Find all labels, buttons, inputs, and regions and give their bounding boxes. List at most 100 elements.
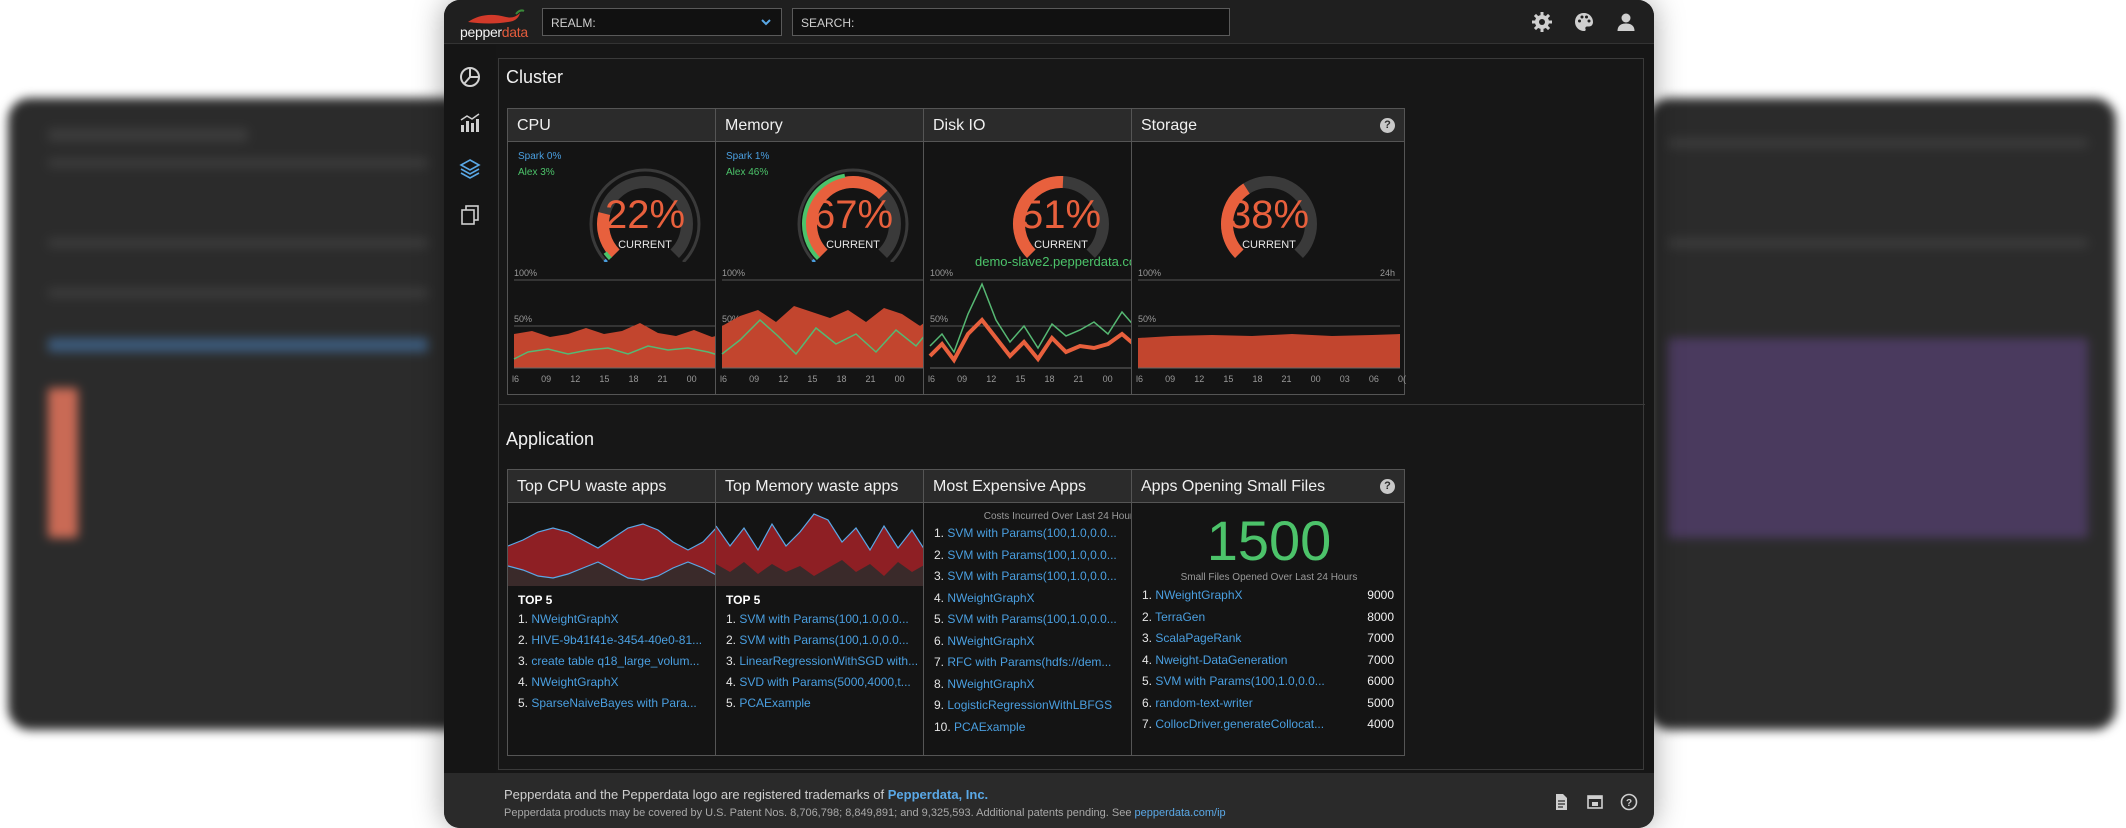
- list-item-link[interactable]: NWeightGraphX: [531, 675, 619, 689]
- x-tick-label: 15: [1015, 374, 1025, 384]
- x-tick-label: 09: [957, 374, 967, 384]
- gear-icon[interactable]: [1530, 10, 1554, 34]
- list-item-rank: 2.: [518, 633, 532, 647]
- cpu-y50: 50%: [514, 314, 532, 324]
- list-item-value: 8000: [1367, 609, 1394, 624]
- list-item-link[interactable]: LinearRegressionWithSGD with...: [739, 654, 919, 668]
- list-item-link[interactable]: HIVE-9b41f41e-3454-40e0-81...: [531, 633, 703, 647]
- memory-spark-legend: Spark 1%: [726, 151, 770, 162]
- list-item-link[interactable]: PCAExample: [954, 719, 1026, 734]
- list-item-link[interactable]: NWeightGraphX: [947, 633, 1035, 648]
- cpu-spark-legend: Spark 0%: [518, 151, 562, 162]
- x-tick-label: 03: [1340, 374, 1350, 384]
- list-item[interactable]: 4. Nweight-DataGeneration 7000: [1142, 653, 1394, 675]
- list-item-link[interactable]: SVM with Params(100,1.0,0.0...: [947, 569, 1117, 583]
- list-item-link[interactable]: create table q18_large_volum...: [531, 654, 700, 668]
- list-item-rank: 4.: [518, 675, 532, 689]
- list-item-value: 4000: [1367, 717, 1394, 731]
- search-label: SEARCH:: [801, 16, 855, 30]
- diskio-host-label: demo-slave2.pepperdata.com: [975, 254, 1147, 269]
- help-icon[interactable]: ?: [1380, 479, 1395, 494]
- list-item[interactable]: 7. CollocDriver.generateCollocat... 4000: [1142, 717, 1394, 739]
- memory-value: 67%: [812, 193, 894, 237]
- footer: Pepperdata and the Pepperdata logo are r…: [444, 773, 1654, 828]
- cpu-title: CPU: [517, 117, 551, 134]
- company-link[interactable]: Pepperdata, Inc.: [887, 787, 989, 802]
- list-item-rank: 8.: [934, 676, 948, 691]
- list-item[interactable]: 5. SVM with Params(100,1.0,0.0... 6000: [1142, 674, 1394, 696]
- realm-select[interactable]: REALM:: [542, 8, 782, 36]
- x-tick-label: 12: [1194, 374, 1204, 384]
- gauge-spark-arc: [811, 258, 816, 262]
- list-item-rank: 6.: [934, 633, 948, 648]
- help-circle-icon[interactable]: ?: [1620, 793, 1638, 811]
- copy-icon[interactable]: [458, 203, 482, 227]
- cpu-current-label: CURRENT: [618, 239, 672, 251]
- x-tick-label: 0(: [1398, 374, 1406, 384]
- list-item[interactable]: 3. ScalaPageRank 7000: [1142, 631, 1394, 653]
- list-item-link[interactable]: SVM with Params(100,1.0,0.0...: [739, 633, 909, 647]
- gauge-spark-arc: [603, 258, 608, 262]
- diskio-value: 51%: [1020, 193, 1102, 237]
- list-item-rank: 1.: [934, 526, 948, 540]
- background-window-right: [1648, 98, 2116, 730]
- list-item-link[interactable]: RFC with Params(hdfs://dem...: [947, 655, 1112, 669]
- list-item-link[interactable]: CollocDriver.generateCollocat...: [1155, 717, 1325, 731]
- storage-panel: Storage? 38% CURRENT 100% 24h 50% l6 09 12…: [1131, 108, 1406, 395]
- list-item-link[interactable]: SVM with Params(100,1.0,0.0...: [739, 612, 909, 626]
- list-item-link[interactable]: SVM with Params(100,1.0,0.0...: [947, 612, 1117, 626]
- pepperdata-logo[interactable]: pepperdata: [460, 9, 530, 40]
- list-item-link[interactable]: LogisticRegressionWithLBFGS: [947, 698, 1113, 712]
- x-tick-label: 21: [658, 374, 668, 384]
- memory-title: Memory: [725, 117, 783, 134]
- list-item[interactable]: 1. NWeightGraphX 9000: [1142, 588, 1394, 610]
- list-item-rank: 1.: [1142, 588, 1156, 602]
- expensive-apps-subtitle: Costs Incurred Over Last 24 Hours: [983, 511, 1139, 522]
- x-tick-label: 00: [1103, 374, 1113, 384]
- list-item-link[interactable]: random-text-writer: [1155, 695, 1253, 710]
- diskio-y50: 50%: [930, 314, 948, 324]
- list-item-rank: 1.: [726, 612, 740, 626]
- layers-icon[interactable]: [458, 157, 482, 181]
- bar-chart-icon[interactable]: [458, 111, 482, 135]
- list-item-link[interactable]: SVM with Params(100,1.0,0.0...: [947, 526, 1117, 540]
- list-item-link[interactable]: PCAExample: [739, 696, 811, 710]
- list-item-link[interactable]: NWeightGraphX: [1155, 588, 1243, 602]
- list-item-rank: 5.: [518, 696, 532, 710]
- list-item-value: 7000: [1367, 631, 1394, 645]
- palette-icon[interactable]: [1572, 10, 1596, 34]
- x-tick-label: 00: [1311, 374, 1321, 384]
- x-tick-label: l6: [720, 374, 727, 384]
- document-icon[interactable]: [1552, 793, 1570, 811]
- list-item-link[interactable]: SVD with Params(5000,4000,t...: [739, 675, 911, 689]
- user-icon[interactable]: [1614, 10, 1638, 34]
- window-icon[interactable]: [1586, 793, 1604, 811]
- list-item-rank: 2.: [934, 547, 948, 562]
- storage-y50: 50%: [1138, 314, 1156, 324]
- cpu-waste-title: Top CPU waste apps: [517, 478, 667, 495]
- list-item-link[interactable]: SparseNaiveBayes with Para...: [531, 696, 697, 710]
- x-tick-label: 15: [599, 374, 609, 384]
- pie-chart-icon[interactable]: [458, 65, 482, 89]
- list-item-link[interactable]: SVM with Params(100,1.0,0.0...: [1155, 674, 1325, 688]
- memory-y100: 100%: [722, 268, 745, 278]
- application-title: Application: [506, 429, 595, 449]
- list-item-rank: 7.: [934, 655, 948, 669]
- list-item-link[interactable]: NWeightGraphX: [531, 612, 619, 626]
- list-item-link[interactable]: ScalaPageRank: [1155, 631, 1242, 645]
- list-item-link[interactable]: NWeightGraphX: [947, 676, 1035, 691]
- list-item-link[interactable]: SVM with Params(100,1.0,0.0...: [947, 547, 1117, 562]
- list-item[interactable]: 2. TerraGen 8000: [1142, 610, 1394, 632]
- list-item-link[interactable]: Nweight-DataGeneration: [1155, 652, 1288, 667]
- help-icon[interactable]: ?: [1380, 118, 1395, 133]
- search-input[interactable]: SEARCH:: [792, 8, 1230, 36]
- memory-y50: 50%: [722, 314, 740, 324]
- list-item-link[interactable]: NWeightGraphX: [947, 590, 1035, 605]
- list-item-link[interactable]: TerraGen: [1155, 609, 1206, 624]
- logo-text: pepperdata: [460, 24, 528, 40]
- x-tick-label: 09: [749, 374, 759, 384]
- x-tick-label: 09: [541, 374, 551, 384]
- memory-waste-top5-label: TOP 5: [726, 593, 761, 607]
- patents-link[interactable]: pepperdata.com/ip: [1134, 807, 1226, 819]
- list-item[interactable]: 6. random-text-writer 5000: [1142, 696, 1394, 718]
